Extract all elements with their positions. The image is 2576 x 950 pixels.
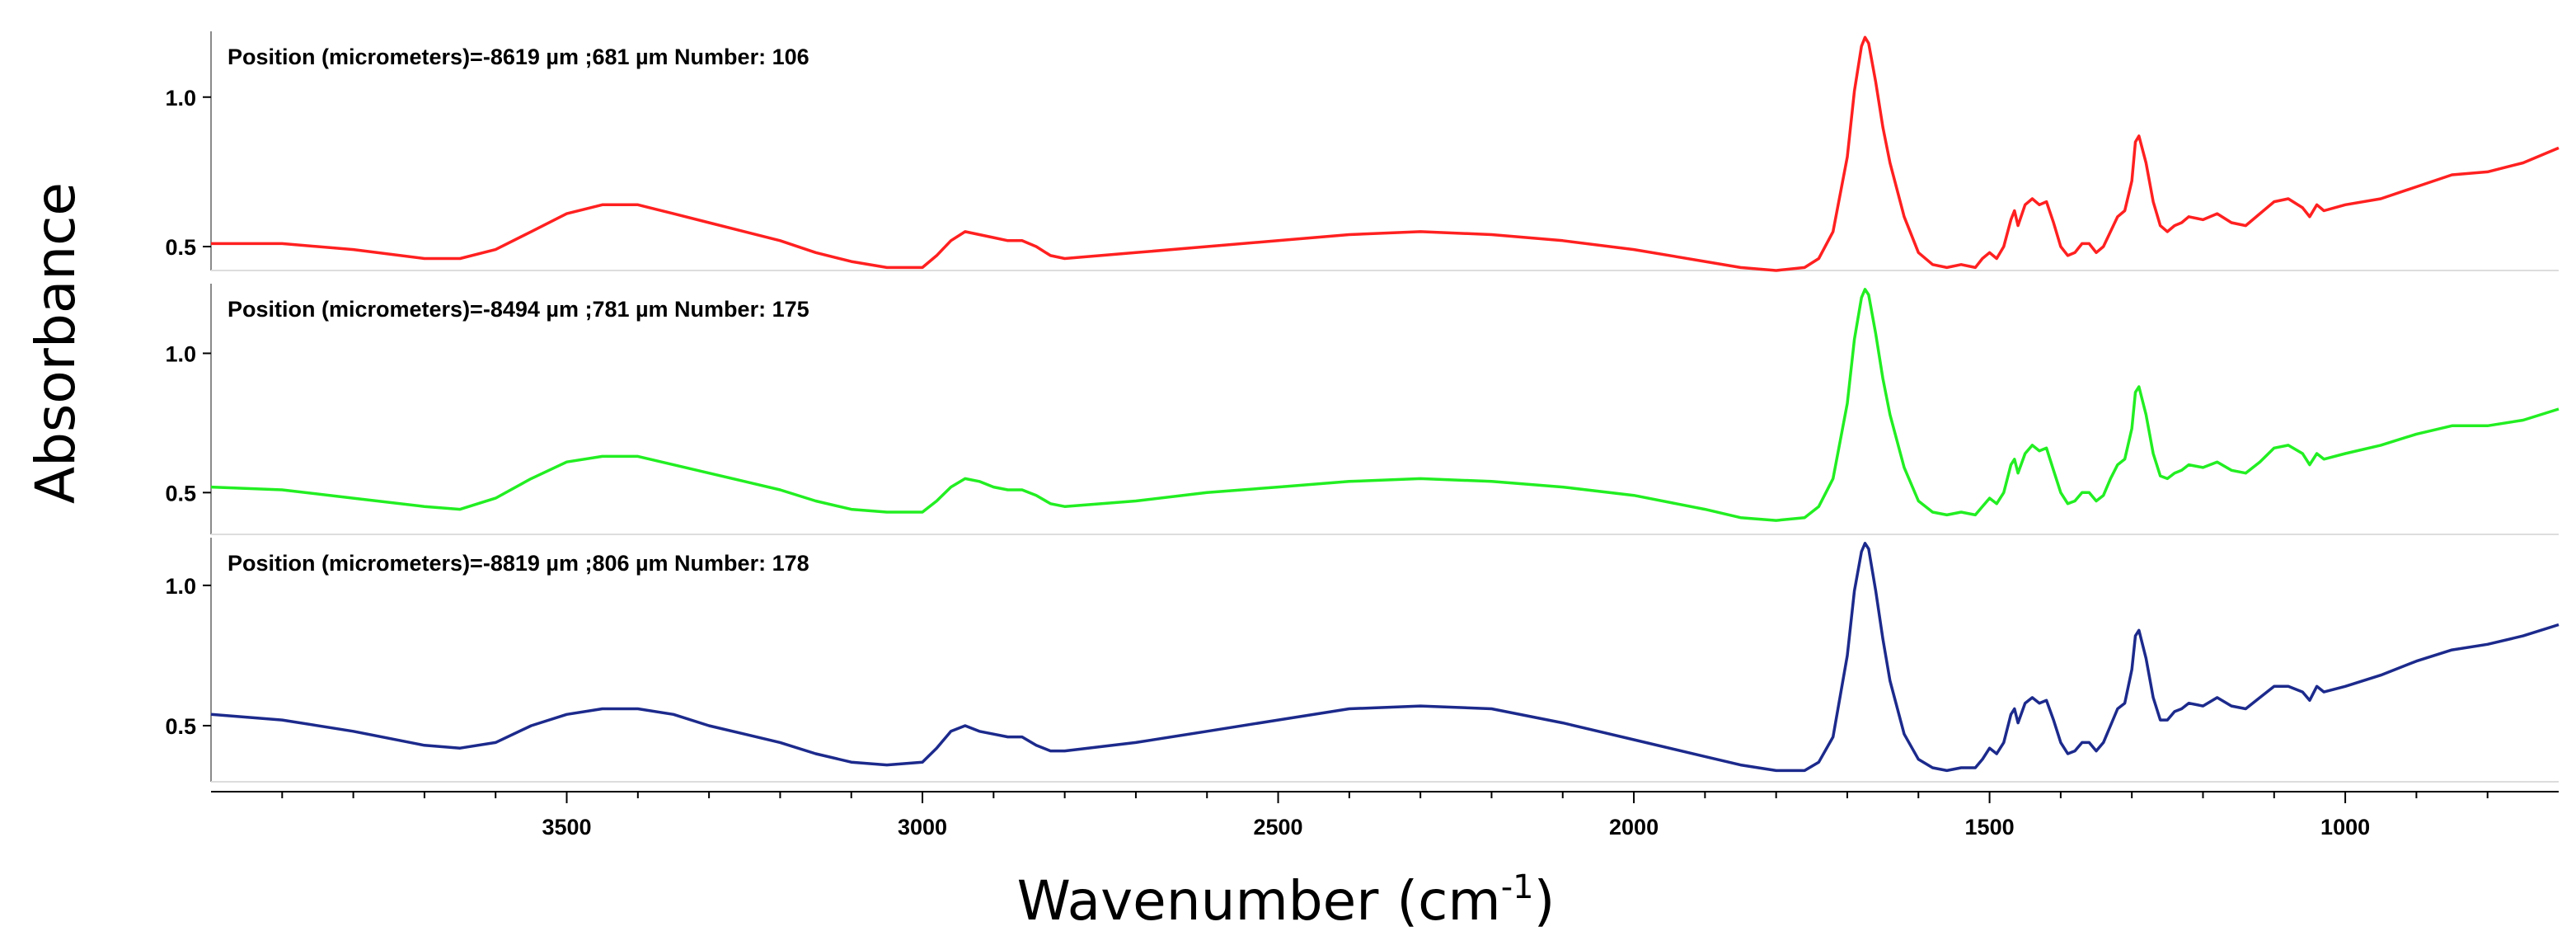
spectrum-line xyxy=(210,542,2560,773)
x-tick-label: 2000 xyxy=(1609,815,1659,839)
x-axis-title-unit-close: ) xyxy=(1534,869,1555,933)
spectrum-line xyxy=(210,288,2560,522)
y-tick-label: 1.0 xyxy=(165,574,196,599)
x-axis-title-unit: (cm xyxy=(1396,869,1500,933)
spectrum-panel: 0.5 1.0 Position (micrometers)=-8819 µm ;8… xyxy=(165,538,2560,783)
spectrum-line xyxy=(211,35,2560,272)
panel-position-label: Position (micrometers)=-8819 µm ;806 µm … xyxy=(228,551,809,576)
x-axis-title-main: Wavenumber xyxy=(1017,869,1380,933)
spectrum-panel: 0.5 1.0 Position (micrometers)=-8494 µm ;7… xyxy=(165,284,2560,535)
x-axis: 3500 3000 2500 2000 1500 1000 xyxy=(211,791,2559,839)
x-tick-label: 3500 xyxy=(542,815,591,839)
y-tick-label: 0.5 xyxy=(165,235,196,260)
x-tick-label: 2500 xyxy=(1254,815,1303,839)
y-tick-label: 1.0 xyxy=(165,86,196,111)
panel-position-label: Position (micrometers)=-8494 µm ;781 µm … xyxy=(228,297,809,322)
x-axis-title: Wavenumber (cm-1) xyxy=(1017,868,1555,933)
y-tick-label: 0.5 xyxy=(165,714,196,739)
panel-position-label: Position (micrometers)=-8619 µm ;681 µm … xyxy=(228,45,809,69)
x-tick-label: 3000 xyxy=(898,815,947,839)
y-tick-label: 1.0 xyxy=(165,341,196,366)
spectra-panels: 0.5 1.0 Position (micrometers)=-8619 µm ;6… xyxy=(165,31,2560,783)
y-tick-label: 0.5 xyxy=(165,481,196,506)
x-tick-label: 1000 xyxy=(2320,815,2370,839)
y-axis-title: Absorbance xyxy=(24,182,87,504)
x-axis-title-unit-sup: -1 xyxy=(1501,868,1534,906)
spectrum-panel: 0.5 1.0 Position (micrometers)=-8619 µm ;6… xyxy=(165,31,2560,272)
x-tick-label: 1500 xyxy=(1965,815,2015,839)
